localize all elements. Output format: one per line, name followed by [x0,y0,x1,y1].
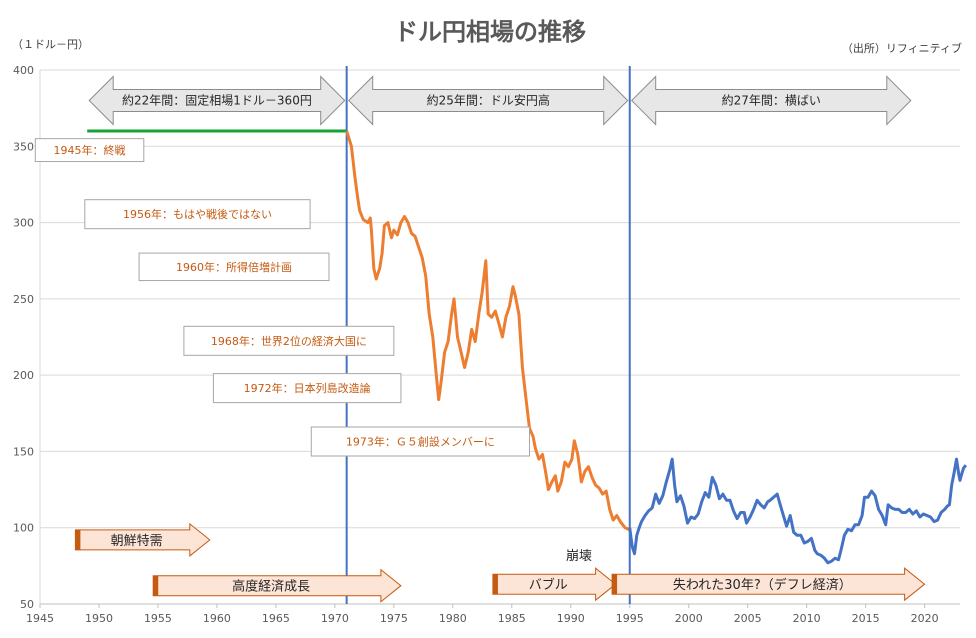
event-box [183,325,395,356]
period-arrow [347,75,629,126]
event-box-label: 1945年：終戦 [54,143,126,157]
event-box [212,373,402,404]
event-box [34,138,145,163]
y-tick-label: 150 [13,445,34,458]
era-arrow [74,522,211,557]
x-tick-label: 2005 [734,612,762,625]
event-box-label: 1960年：所得倍増計画 [176,260,292,274]
period-arrow-label: 約27年間：横ばい [722,93,821,108]
x-tick-label: 1960 [203,612,231,625]
x-tick-label: 1955 [144,612,172,625]
chart-title: ドル円相場の推移 [394,18,586,46]
y-tick-label: 200 [13,369,34,382]
era-arrow [492,567,617,602]
annotation-label: 崩壊 [566,549,592,564]
y-axis-ticks: 50 100 150 200 250 300 350 400 [13,64,34,611]
era-arrow-tail [612,574,618,595]
x-tick-label: 1980 [439,612,467,625]
era-arrow-tail [75,529,81,550]
event-box [84,199,311,230]
era-arrow [611,567,926,602]
era-arrow-label: 失われた30年?（デフレ経済） [673,577,852,593]
y-tick-label: 400 [13,64,34,77]
x-tick-label: 1945 [26,612,54,625]
event-box [310,426,530,457]
unit-label: （１ドル－円） [12,38,89,51]
x-tick-label: 1965 [262,612,290,625]
x-tick-label: 1950 [85,612,113,625]
era-arrow [152,568,402,603]
series-line [345,130,631,531]
y-tick-label: 300 [13,217,34,230]
x-tick-label: 1970 [321,612,349,625]
x-tick-label: 1975 [380,612,408,625]
event-box-label: 1956年：もはや戦後ではない [123,207,272,221]
event-box-label: 1972年：日本列島改造論 [244,381,371,395]
x-tick-label: 2015 [852,612,880,625]
era-arrow-label: 朝鮮特需 [111,534,163,549]
event-box [138,252,330,282]
period-arrow-label: 約22年間：固定相場1ドル－360円 [122,93,312,108]
x-tick-label: 2000 [675,612,703,625]
era-arrow-tail [492,574,498,595]
period-arrow-label: 約25年間：ドル安円高 [427,93,550,108]
x-tick-label: 1990 [557,612,585,625]
period-arrows: 約22年間：固定相場1ドル－360円 約25年間：ドル安円高 約27年間：横ばい [88,75,912,126]
x-tick-label: 2010 [793,612,821,625]
era-arrow-tail [153,575,159,596]
era-arrow-label: バブル [529,577,568,593]
source-label: （出所）リフィニティブ [842,41,962,55]
series-line [628,457,968,565]
x-tick-label: 2020 [911,612,939,625]
x-tick-label: 1995 [616,612,644,625]
annotations: 崩壊 [566,549,592,564]
event-boxes: 1945年：終戦 1956年：もはや戦後ではない 1960年：所得倍増計画 1968年… [34,138,530,457]
x-axis-ticks: 1945 1950 1955 1960 1965 1970 1975 1980 1985 1990… [26,604,939,625]
period-arrow [88,75,346,126]
period-arrow [630,75,912,126]
y-tick-label: 100 [13,522,34,535]
grid-lines [39,69,960,605]
y-tick-label: 50 [20,598,34,611]
y-tick-label: 250 [13,293,34,306]
y-tick-label: 350 [13,140,34,153]
era-arrow-label: 高度経済成長 [232,579,310,595]
event-box-label: 1973年：Ｇ５創設メンバーに [346,435,495,449]
x-tick-label: 1985 [498,612,526,625]
series-lines [87,129,968,565]
event-box-label: 1968年：世界2位の経済大国に [211,334,367,348]
